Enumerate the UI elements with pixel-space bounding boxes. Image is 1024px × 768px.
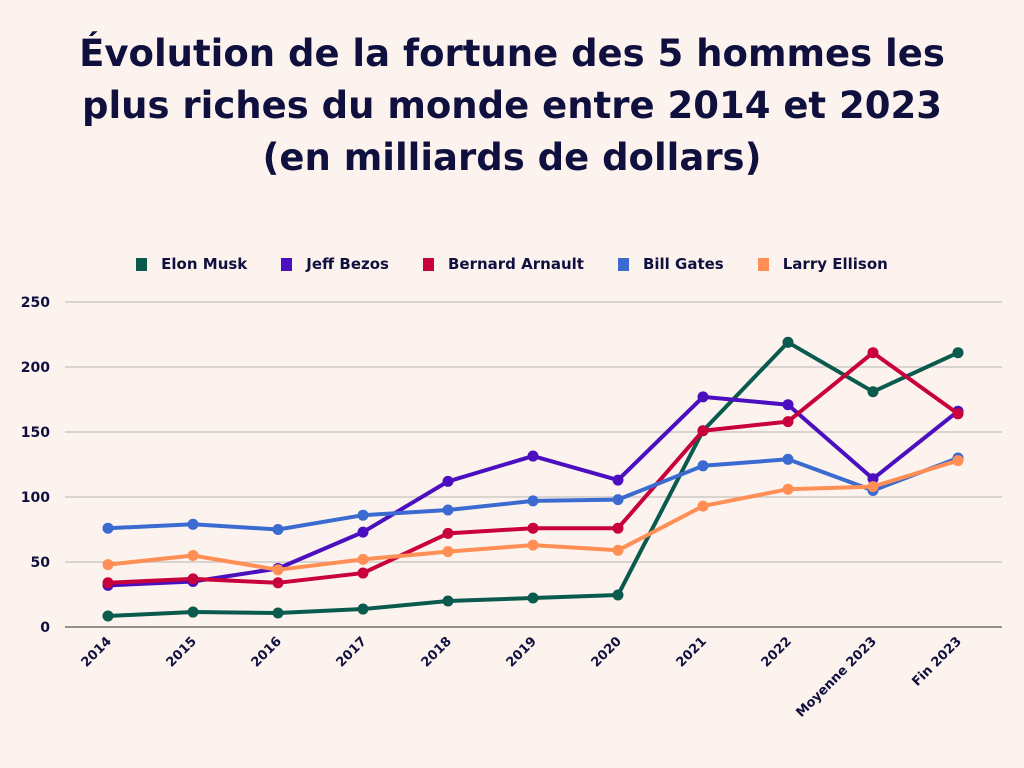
data-point [357,526,369,538]
data-point [102,577,114,589]
data-point [782,336,794,348]
x-tick-label: 2019 [504,634,540,670]
legend-swatch [757,257,769,271]
y-tick-label: 250 [21,295,50,311]
data-point [442,527,454,539]
x-tick-label: 2014 [79,634,115,670]
x-tick-label: 2021 [674,634,710,670]
x-tick-label: 2017 [334,634,370,670]
data-point [952,455,964,467]
x-tick-label: 2022 [759,634,795,670]
series-line [107,394,960,588]
data-point [782,399,794,411]
data-point [357,603,369,615]
title-line: Évolution de la fortune des 5 hommes les [79,32,945,75]
data-point [187,550,199,561]
data-point [442,595,454,607]
data-point [272,607,284,619]
legend-item: Elon Musk [136,255,247,273]
y-tick-label: 200 [21,360,50,376]
legend-swatch [422,257,434,271]
data-point [272,564,284,576]
title-line: (en milliards de dollars) [262,136,762,179]
legend: Elon Musk Jeff Bezos Bernard Arnault Bill G… [0,255,1024,273]
y-tick-label: 0 [40,620,50,636]
legend-label: Larry Ellison [782,255,888,273]
data-point [187,573,199,585]
data-point [272,524,284,535]
data-point [527,495,539,507]
legend-label: Bernard Arnault [447,255,584,273]
data-point [867,481,879,493]
data-point [527,592,539,604]
data-point [102,559,114,571]
legend-item: Larry Ellison [757,255,888,273]
y-tick-label: 100 [21,490,50,506]
data-point [612,522,624,534]
data-point [187,518,199,530]
legend-label: Elon Musk [161,255,248,273]
data-point [612,589,624,601]
data-point [357,567,369,579]
data-point [697,425,709,437]
data-point [442,546,454,558]
data-point [442,475,454,487]
data-point [697,500,709,512]
x-tick-label: 2020 [589,634,625,670]
x-tick-label: 2015 [164,634,200,670]
legend-swatch [617,257,629,271]
data-point [357,509,369,521]
data-point [697,391,709,403]
data-point [952,408,964,420]
legend-swatch [281,257,293,271]
x-tick-label: Fin 2023 [909,634,964,689]
legend-label: Jeff Bezos [306,255,389,273]
data-point [527,539,539,551]
data-point [187,606,199,618]
x-tick-label: Moyenne 2023 [793,634,879,720]
y-tick-label: 50 [31,555,51,571]
data-point [102,610,114,622]
data-point [782,453,794,465]
data-point [867,473,879,485]
x-tick-label: 2018 [419,634,455,670]
data-point [272,577,284,589]
x-tick-label: 2016 [249,634,285,670]
legend-item: Bernard Arnault [422,255,584,273]
data-point [102,522,114,534]
data-point [357,553,369,565]
data-point [867,347,879,359]
legend-item: Jeff Bezos [281,255,389,273]
data-point [867,386,879,398]
legend-item: Bill Gates [617,255,724,273]
data-point [952,347,964,359]
data-point [697,460,709,472]
title-line: plus riches du monde entre 2014 et 2023 [82,84,942,127]
legend-label: Bill Gates [642,255,724,273]
data-point [612,494,624,506]
data-point [527,450,539,462]
data-point [612,544,624,556]
y-tick-label: 150 [21,425,50,441]
data-point [527,522,539,534]
data-point [782,483,794,495]
chart-title: Évolution de la fortune des 5 hommes les… [0,28,1024,184]
data-point [442,504,454,516]
data-point [782,416,794,428]
series-line [107,456,959,532]
legend-swatch [136,257,148,271]
data-point [612,474,624,486]
